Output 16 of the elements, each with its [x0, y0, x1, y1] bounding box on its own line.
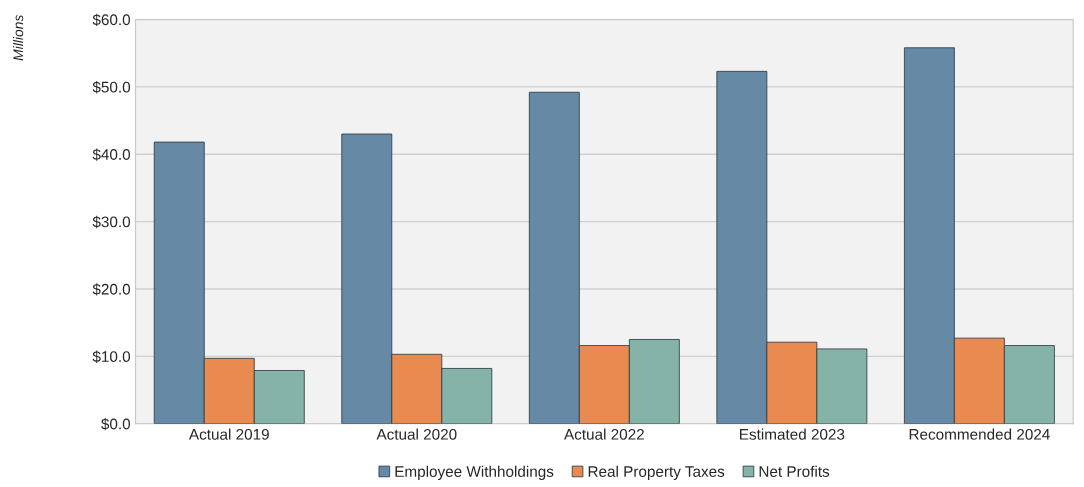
x-tick-label: Actual 2020 [376, 428, 457, 440]
x-tick-label: Actual 2022 [564, 428, 644, 440]
y-tick-label: $0.0 [101, 417, 131, 431]
legend-label: Real Property Taxes [588, 465, 725, 480]
y-tick-label: $30.0 [92, 215, 131, 229]
legend-label: Net Profits [759, 465, 830, 477]
y-tick-label: $50.0 [92, 81, 131, 94]
y-tick-label: $40.0 [92, 148, 131, 161]
legend-label: Employee Withholdings [395, 465, 554, 480]
y-tick-label: $20.0 [92, 283, 131, 296]
y-axis-title: Millions [13, 14, 24, 61]
y-tick-label: $10.0 [92, 350, 131, 363]
x-tick-label: Estimated 2023 [740, 428, 845, 440]
x-tick-label: Recommended 2024 [909, 428, 1050, 440]
y-tick-label: $60.0 [92, 13, 131, 27]
x-tick-label: Actual 2019 [188, 428, 269, 440]
